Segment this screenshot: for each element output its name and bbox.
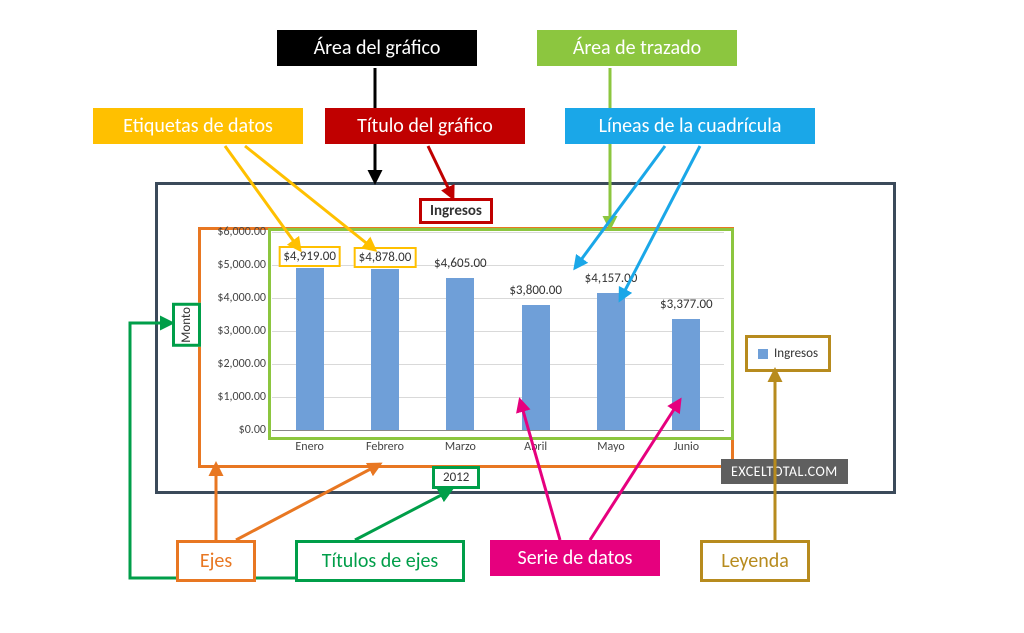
- callout-leyenda: Leyenda: [700, 540, 810, 582]
- data-label: $3,800.00: [509, 283, 562, 298]
- callout-area_trazado: Área de trazado: [537, 30, 737, 66]
- callout-cuadricula: Líneas de la cuadrícula: [565, 108, 815, 144]
- bar: [371, 269, 399, 430]
- data-label: $4,878.00: [354, 247, 417, 268]
- y-tick-label: $2,000.00: [196, 357, 266, 371]
- callout-titulos_ejes: Títulos de ejes: [295, 540, 465, 582]
- bar: [597, 293, 625, 430]
- data-label: $4,919.00: [278, 246, 341, 267]
- y-tick-label: $6,000.00: [196, 225, 266, 239]
- watermark: EXCELTOTAL.COM: [721, 459, 848, 484]
- y-tick-label: $1,000.00: [196, 390, 266, 404]
- legend-label: Ingresos: [774, 346, 818, 361]
- arrow: [355, 490, 451, 540]
- callout-ejes: Ejes: [176, 540, 256, 582]
- x-tick-label: Junio: [674, 440, 700, 454]
- x-axis-title: 2012: [432, 466, 480, 489]
- y-tick-label: $5,000.00: [196, 258, 266, 272]
- gridline: [272, 232, 724, 233]
- bar: [672, 319, 700, 430]
- y-tick-label: $3,000.00: [196, 324, 266, 338]
- data-label: $4,157.00: [585, 271, 638, 286]
- bar: [522, 305, 550, 430]
- data-label: $4,605.00: [434, 256, 487, 271]
- y-tick-label: $0.00: [196, 423, 266, 437]
- bar: [296, 268, 324, 430]
- callout-area_grafico: Área del gráfico: [277, 30, 477, 66]
- x-tick-label: Abril: [524, 440, 547, 454]
- y-axis-title: Monto: [172, 303, 201, 347]
- gridline: [272, 298, 724, 299]
- plot-inner: $4,919.00 $4,878.00 $4,605.00 $3,800.00 $4,1…: [272, 232, 724, 430]
- bar: [446, 278, 474, 430]
- x-tick-label: Febrero: [366, 440, 404, 454]
- data-label: $3,377.00: [660, 297, 713, 312]
- callout-serie: Serie de datos: [490, 540, 660, 576]
- legend: Ingresos: [745, 335, 831, 372]
- callout-titulo: Título del gráfico: [325, 108, 525, 144]
- axis-baseline: [272, 430, 724, 431]
- callout-etiquetas: Etiquetas de datos: [93, 108, 303, 144]
- x-tick-label: Marzo: [445, 440, 476, 454]
- x-tick-label: Mayo: [597, 440, 624, 454]
- legend-swatch-icon: [758, 349, 768, 359]
- gridline: [272, 397, 724, 398]
- chart-title: Ingresos: [419, 198, 493, 224]
- gridline: [272, 364, 724, 365]
- x-tick-label: Enero: [295, 440, 323, 454]
- gridline: [272, 331, 724, 332]
- y-tick-label: $4,000.00: [196, 291, 266, 305]
